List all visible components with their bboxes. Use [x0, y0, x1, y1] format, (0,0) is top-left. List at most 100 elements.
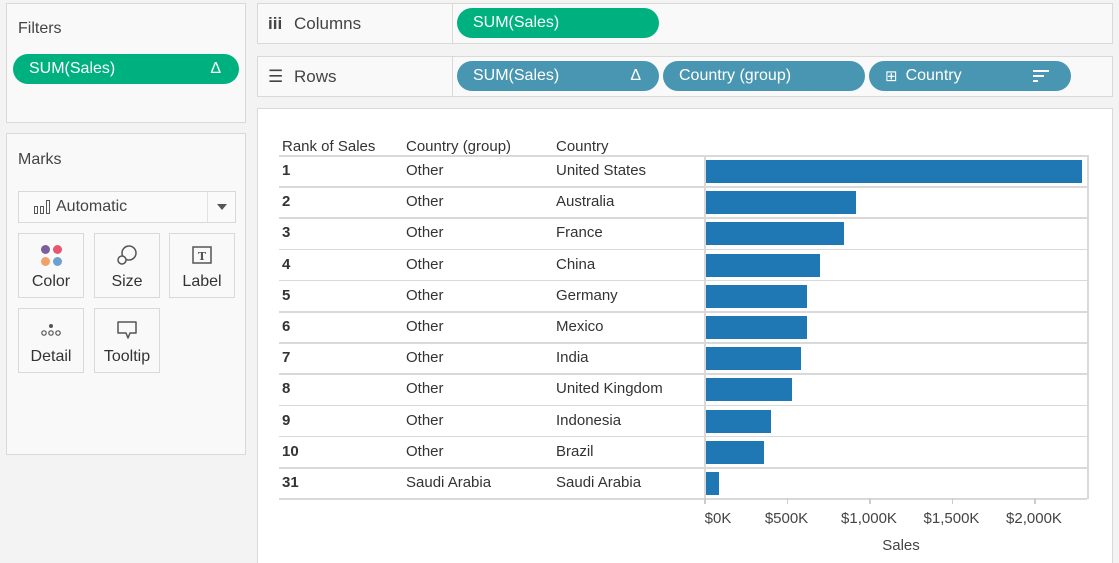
cell-rank[interactable]: 5 [282, 286, 291, 304]
row-divider [279, 373, 1087, 375]
bar-mark[interactable] [705, 253, 820, 277]
cell-rank[interactable]: 31 [282, 474, 299, 491]
bar-mark[interactable] [705, 316, 808, 339]
cell-country[interactable]: Germany [556, 286, 618, 304]
x-axis-title[interactable]: Sales [882, 537, 920, 554]
marks-detail-button[interactable]: Detail [18, 308, 84, 373]
cell-country[interactable]: Indonesia [556, 411, 622, 429]
axis-tick [951, 498, 953, 505]
rows-shelf[interactable]: ☰ Rows SUM(Sales) Δ Country (group) ⊞ Co… [257, 56, 1113, 97]
color-icon [40, 241, 62, 269]
bar-mark[interactable] [705, 191, 856, 215]
cell-rank[interactable]: 9 [282, 411, 291, 429]
axis-tick-label: $0K [704, 510, 732, 528]
row-divider [279, 248, 1087, 251]
cell-country-group[interactable]: Other [406, 442, 444, 460]
table-calc-delta-icon: Δ [210, 60, 221, 77]
cell-rank[interactable]: 1 [282, 162, 291, 179]
header-country[interactable]: Country [556, 138, 609, 155]
bar-mark[interactable] [705, 347, 802, 371]
row-divider [279, 467, 1087, 469]
axis-tick [1034, 498, 1036, 505]
cell-country[interactable]: United States [556, 162, 647, 179]
detail-icon [39, 316, 63, 344]
columns-pill-sum-sales[interactable]: SUM(Sales) [457, 8, 659, 38]
columns-pill-label: SUM(Sales) [473, 14, 560, 31]
row-divider [279, 186, 1087, 188]
bar-mark[interactable] [705, 409, 772, 433]
expand-hierarchy-icon[interactable]: ⊞ [885, 68, 898, 85]
cell-country[interactable]: India [556, 349, 589, 367]
cell-country[interactable]: United Kingdom [556, 380, 663, 398]
filter-pill-sum-sales[interactable]: SUM(Sales) Δ [13, 54, 239, 84]
header-country-group[interactable]: Country (group) [406, 138, 512, 155]
axis-zero-line [704, 155, 706, 499]
cell-country-group[interactable]: Other [406, 162, 444, 179]
row-divider [279, 279, 1087, 282]
cell-rank[interactable]: 8 [282, 380, 291, 398]
cell-country-group[interactable]: Other [406, 224, 444, 242]
marks-detail-label: Detail [30, 348, 72, 365]
cell-country[interactable]: Brazil [556, 442, 594, 460]
axis-tick-label: $1,500K [923, 510, 980, 528]
cell-country-group[interactable]: Saudi Arabia [406, 474, 492, 491]
rows-shelf-label: ☰ Rows [258, 57, 453, 96]
mark-type-dropdown[interactable]: Automatic [18, 191, 236, 223]
cell-rank[interactable]: 10 [282, 442, 299, 460]
rows-pill-country-group[interactable]: Country (group) [663, 61, 865, 91]
marks-tooltip-button[interactable]: Tooltip [94, 308, 160, 373]
marks-size-label: Size [111, 273, 143, 290]
mark-type-label: Automatic [56, 198, 128, 215]
marks-color-button[interactable]: Color [18, 233, 84, 298]
cell-country[interactable]: China [556, 255, 596, 273]
svg-text:T: T [198, 250, 207, 263]
cell-country-group[interactable]: Other [406, 349, 444, 367]
marks-size-button[interactable]: Size [94, 233, 160, 298]
cell-country-group[interactable]: Other [406, 193, 444, 211]
cell-rank[interactable]: 6 [282, 318, 291, 335]
axis-tick [786, 498, 788, 505]
rows-pill-sum-sales[interactable]: SUM(Sales) Δ [457, 61, 659, 91]
rows-icon: ☰ [268, 66, 284, 86]
label-icon: T [191, 241, 213, 269]
columns-icon: iii [268, 13, 283, 33]
cell-country[interactable]: France [556, 224, 603, 242]
cell-country-group[interactable]: Other [406, 318, 444, 335]
cell-country[interactable]: Australia [556, 193, 615, 211]
row-divider [279, 435, 1087, 438]
cell-country-group[interactable]: Other [406, 411, 444, 429]
rows-pill-country[interactable]: ⊞ Country [869, 61, 1071, 91]
cell-rank[interactable]: 3 [282, 224, 291, 242]
columns-shelf-label: iii Columns [258, 4, 453, 43]
cell-country-group[interactable]: Other [406, 380, 444, 398]
cell-country[interactable]: Mexico [556, 318, 604, 335]
cell-country[interactable]: Saudi Arabia [556, 474, 642, 491]
cell-country-group[interactable]: Other [406, 286, 444, 304]
marks-color-label: Color [31, 273, 71, 290]
axis-tick-label: $1,000K [841, 510, 897, 528]
tooltip-icon [115, 316, 139, 344]
bar-mark[interactable] [705, 222, 845, 246]
cell-country-group[interactable]: Other [406, 255, 444, 273]
cell-rank[interactable]: 2 [282, 193, 291, 211]
bar-mark[interactable] [705, 160, 1083, 183]
row-divider [279, 498, 1087, 500]
cell-rank[interactable]: 7 [282, 349, 291, 367]
bar-mark[interactable] [705, 440, 764, 464]
filters-title: Filters [18, 20, 62, 37]
filters-card: Filters SUM(Sales) Δ [6, 3, 246, 123]
header-rank-of-sales[interactable]: Rank of Sales [282, 138, 376, 155]
bar-mark[interactable] [705, 284, 808, 308]
bar-mark[interactable] [705, 472, 719, 495]
marks-label-button[interactable]: T Label [169, 233, 235, 298]
pane-right-border [1087, 155, 1089, 499]
row-divider [279, 404, 1087, 407]
axis-tick-label: $2,000K [1006, 510, 1062, 528]
columns-shelf[interactable]: iii Columns SUM(Sales) [257, 3, 1113, 44]
axis-tick-label: $500K [764, 510, 809, 528]
marks-tooltip-label: Tooltip [103, 348, 151, 365]
bar-mark[interactable] [705, 378, 792, 402]
chevron-down-icon[interactable] [207, 192, 235, 222]
cell-rank[interactable]: 4 [282, 255, 291, 273]
columns-label: Columns [294, 13, 362, 33]
